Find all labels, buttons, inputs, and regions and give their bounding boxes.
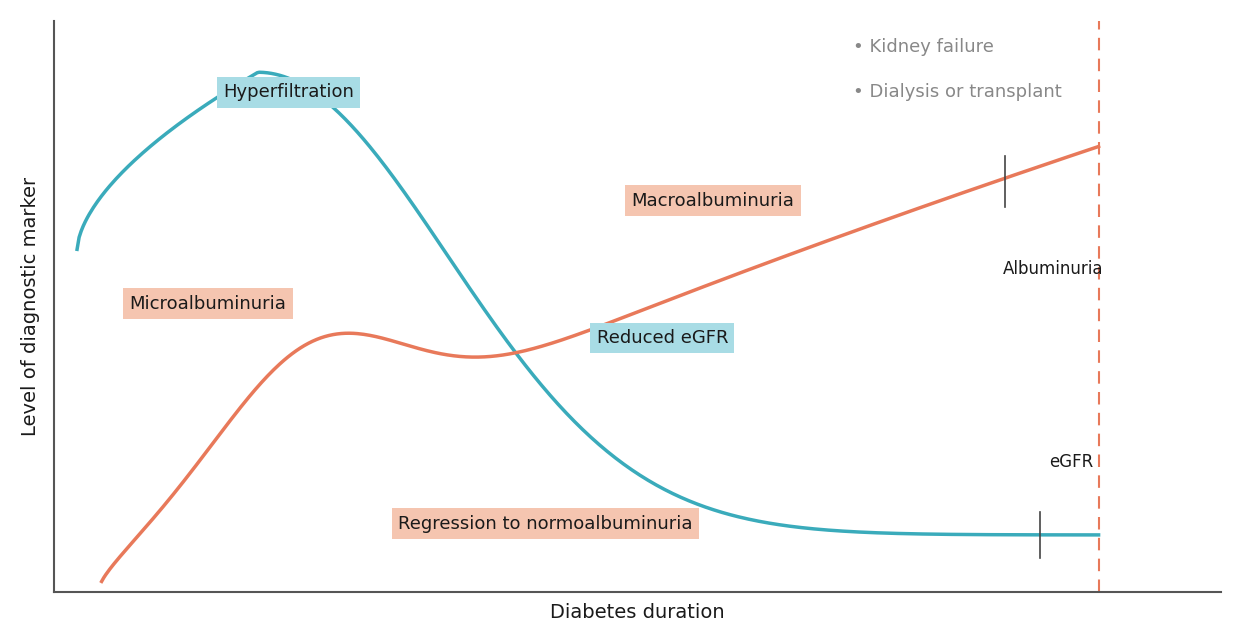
Text: Hyperfiltration: Hyperfiltration (224, 83, 354, 101)
Text: Macroalbuminuria: Macroalbuminuria (632, 192, 795, 210)
Y-axis label: Level of diagnostic marker: Level of diagnostic marker (21, 177, 40, 436)
Text: Microalbuminuria: Microalbuminuria (129, 294, 287, 312)
Text: Reduced eGFR: Reduced eGFR (596, 329, 728, 347)
X-axis label: Diabetes duration: Diabetes duration (550, 603, 725, 622)
Text: • Kidney failure: • Kidney failure (853, 37, 995, 55)
Text: Regression to normoalbuminuria: Regression to normoalbuminuria (399, 514, 693, 532)
Text: Albuminuria: Albuminuria (1002, 260, 1103, 278)
Text: eGFR: eGFR (1049, 453, 1094, 471)
Text: • Dialysis or transplant: • Dialysis or transplant (853, 83, 1062, 101)
